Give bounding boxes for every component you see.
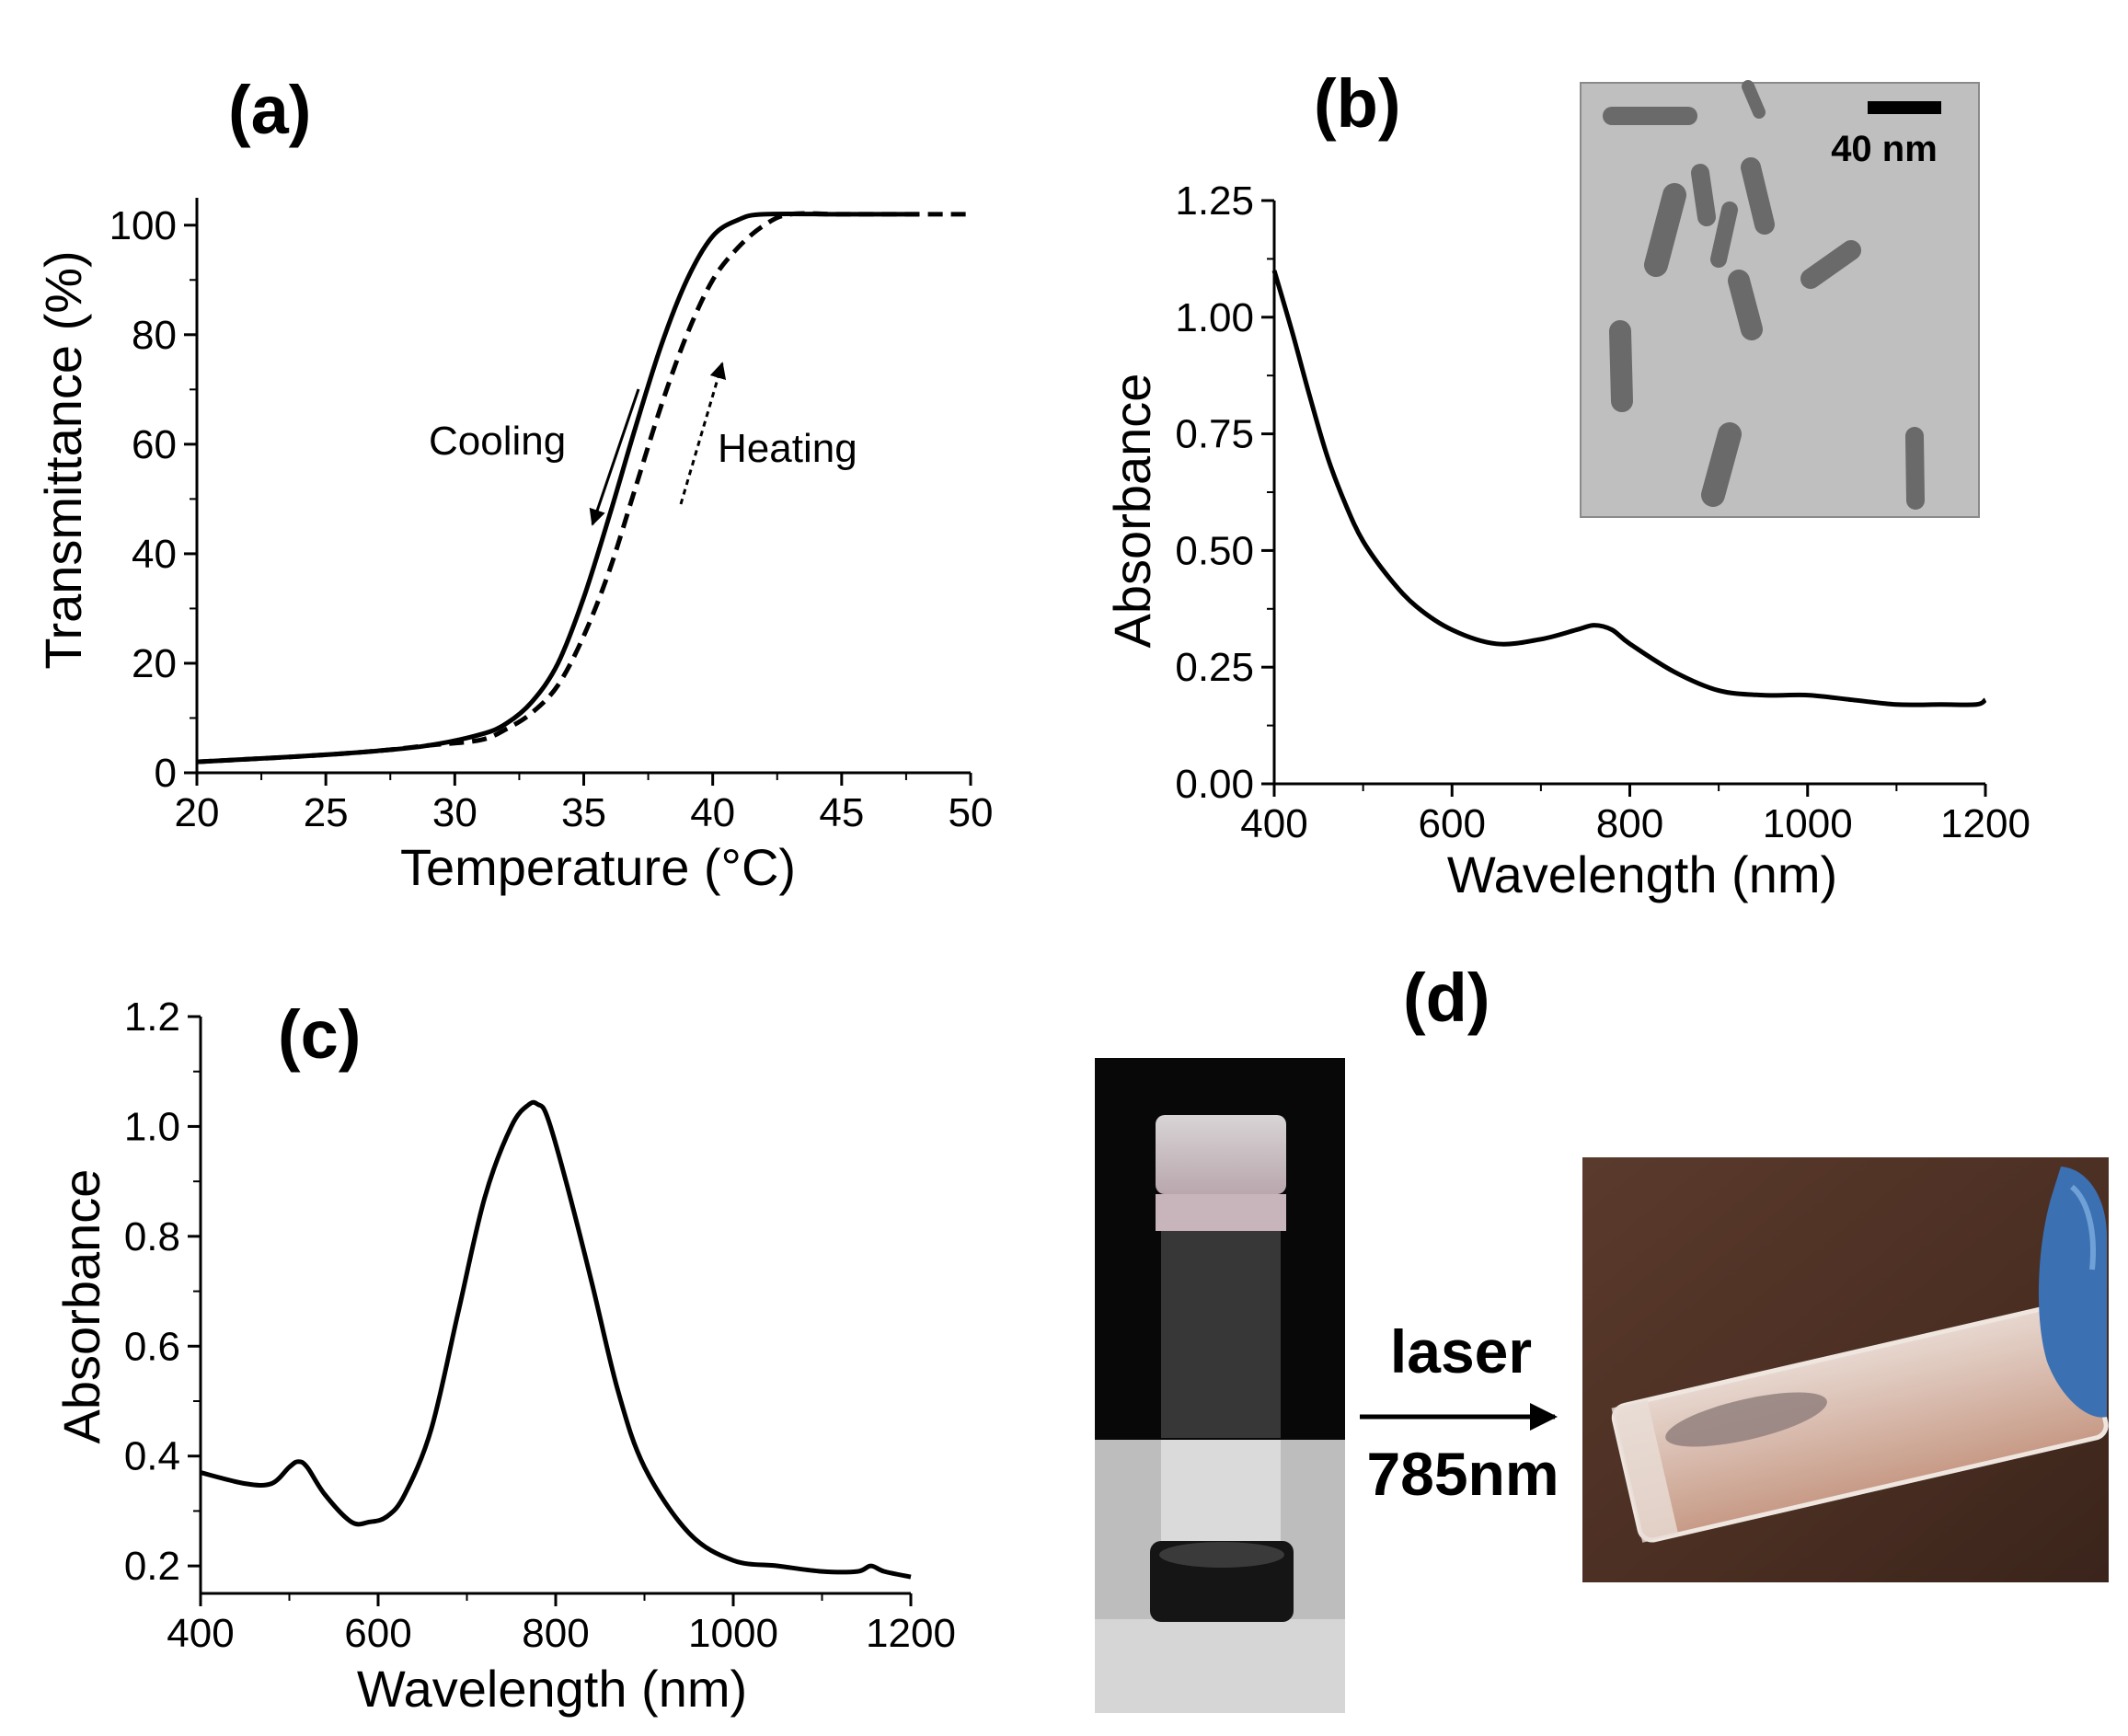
panel-a-curves [196, 211, 971, 765]
y-tick-label: 1.0 [124, 1104, 180, 1149]
heating-arrow [679, 362, 727, 505]
x-tick-label: 600 [344, 1611, 411, 1656]
panel-b-x-axis-label: Wavelength (nm) [1447, 845, 1837, 903]
x-tick-label: 800 [522, 1611, 589, 1656]
x-tick-label: 30 [432, 790, 477, 835]
y-tick-label: 1.2 [124, 994, 180, 1040]
panel-c-axes [199, 1017, 911, 1595]
panel-c-x-axis-label: Wavelength (nm) [357, 1660, 747, 1718]
panel-a-axes [195, 198, 971, 775]
y-tick-label: 40 [132, 532, 177, 577]
x-tick-label: 20 [175, 790, 220, 835]
x-tick-label: 1200 [1940, 801, 2030, 846]
vial-photo-after [1582, 1157, 2109, 1582]
y-tick-label: 0.00 [1175, 762, 1254, 807]
panel-c-letter: (c) [278, 996, 361, 1073]
cooling-arrow [589, 388, 640, 526]
panel-a-x-axis-label: Temperature (°C) [400, 838, 796, 896]
dashed-series-line [196, 211, 971, 765]
y-tick-label: 0.4 [124, 1434, 180, 1479]
y-tick-label: 0.6 [124, 1324, 180, 1369]
panel-b-chart: (b) 400 600 800 1000 1200 0.00 0.25 0.50 0.75 1.0… [1103, 65, 2030, 903]
panel-b-y-axis-label: Absorbance [1103, 374, 1161, 649]
vial-photo-before [1095, 1058, 1345, 1713]
y-tick-label: 80 [132, 313, 177, 358]
x-tick-label: 400 [167, 1611, 234, 1656]
panel-d: (d) laser 785nm [1095, 960, 2109, 1713]
y-tick-label: 0.75 [1175, 412, 1254, 457]
y-tick-label: 100 [109, 203, 177, 248]
scale-bar [1868, 101, 1941, 114]
panel-c-chart: (c) 400 600 800 1000 12000.20.40.60.81.01.2 … [52, 994, 956, 1718]
laser-label: laser [1390, 1317, 1532, 1385]
x-tick-label: 400 [1240, 801, 1307, 846]
panel-c-y-axis-label: Absorbance [52, 1169, 110, 1444]
wavelength-label: 785nm [1366, 1440, 1559, 1508]
cooling-annotation: Cooling [429, 419, 566, 464]
x-tick-label: 1000 [688, 1611, 778, 1656]
y-tick-label: 0.50 [1175, 528, 1254, 573]
solid-series-line [196, 211, 919, 765]
y-tick-label: 0.8 [124, 1214, 180, 1259]
panel-d-letter: (d) [1403, 960, 1490, 1036]
heating-annotation: Heating [718, 426, 857, 471]
x-tick-label: 45 [819, 790, 864, 835]
panel-b-ticks: 400 600 800 1000 1200 0.00 0.25 0.50 0.75 1.00 1.2… [1175, 178, 2030, 846]
y-tick-label: 0.2 [124, 1544, 180, 1589]
solid-series-line [200, 1099, 912, 1580]
x-tick-label: 600 [1419, 801, 1486, 846]
panel-b-curve [1271, 270, 1987, 707]
y-tick-label: 20 [132, 641, 177, 686]
y-tick-label: 1.25 [1175, 178, 1254, 224]
x-tick-label: 800 [1596, 801, 1663, 846]
panel-a-y-axis-label: Transmittance (%) [34, 250, 92, 669]
x-tick-label: 25 [304, 790, 349, 835]
y-tick-label: 0.25 [1175, 645, 1254, 690]
panel-a-letter: (a) [228, 72, 311, 148]
scale-bar-label: 40 nm [1831, 129, 1938, 169]
y-tick-label: 0 [155, 751, 177, 796]
x-tick-label: 1200 [866, 1611, 956, 1656]
x-tick-label: 40 [690, 790, 735, 835]
panel-c-ticks: 400 600 800 1000 1200 0.2 0.4 0.6 0.8 1.0 1.2 [124, 994, 956, 1656]
y-tick-label: 1.00 [1175, 295, 1254, 340]
x-tick-label: 1000 [1763, 801, 1853, 846]
tem-inset-image: 40 nm [1580, 80, 1980, 518]
panel-b-letter: (b) [1314, 65, 1401, 142]
solid-series-line [1271, 270, 1987, 707]
panel-c-curve [200, 1099, 912, 1580]
x-tick-label: 50 [949, 790, 994, 835]
y-tick-label: 60 [132, 422, 177, 467]
x-tick-label: 35 [561, 790, 606, 835]
